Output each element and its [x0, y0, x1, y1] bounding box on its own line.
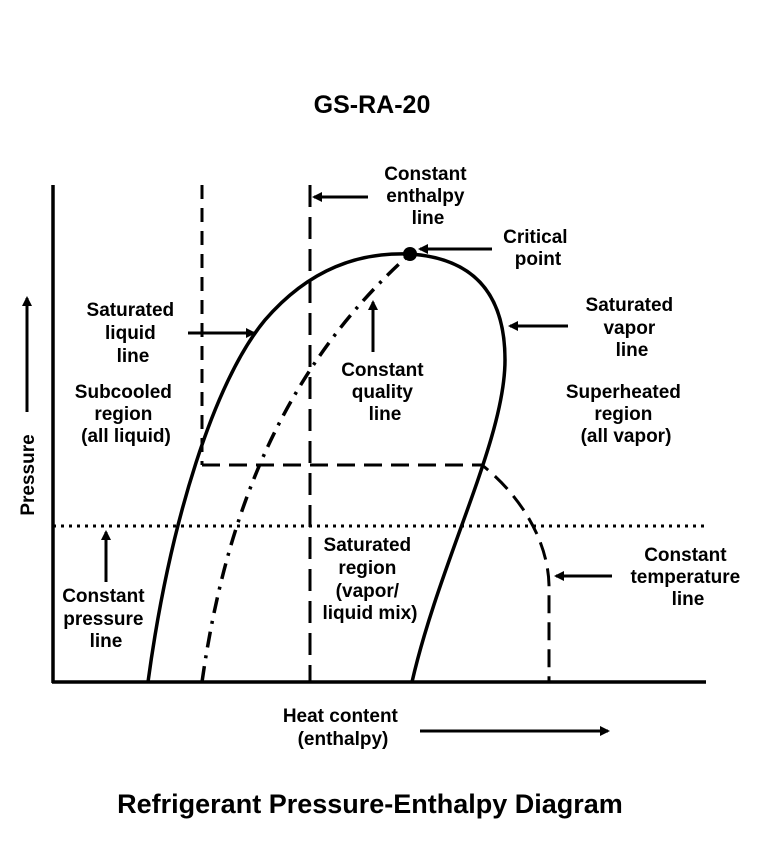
label-line: Constant: [62, 586, 145, 607]
critical-point-marker: [403, 247, 417, 261]
x-axis-label-line: Heat content: [283, 706, 399, 727]
label-constant-enthalpy-line: Constant enthalpy line: [384, 164, 472, 229]
label-line: region: [94, 404, 152, 425]
label-saturated-region: Saturated region (vapor/ liquid mix): [323, 535, 418, 624]
label-line: (all liquid): [81, 426, 171, 447]
label-saturated-vapor-line: Saturated vapor line: [586, 295, 679, 361]
label-line: (vapor/: [336, 581, 400, 602]
label-line: Constant: [384, 164, 467, 185]
label-line: line: [369, 404, 402, 425]
label-line: region: [338, 558, 396, 579]
label-line: liquid mix): [323, 603, 418, 624]
label-superheated-region: Superheated region (all vapor): [566, 382, 686, 447]
diagram-caption: Refrigerant Pressure-Enthalpy Diagram: [117, 789, 623, 819]
label-line: Constant: [341, 360, 424, 381]
label-saturated-liquid-line: Saturated liquid line: [87, 300, 180, 367]
label-line: region: [594, 404, 652, 425]
saturated-vapor-curve: [409, 252, 507, 683]
constant-temperature-line: [202, 463, 551, 682]
label-line: line: [672, 589, 705, 610]
x-axis-label-line: (enthalpy): [298, 729, 389, 750]
label-line: pressure: [63, 609, 143, 630]
saturated-liquid-curve: [146, 252, 411, 683]
label-line: Saturated: [324, 535, 412, 556]
label-line: Saturated: [87, 300, 175, 321]
label-line: liquid: [105, 323, 156, 344]
label-line: point: [515, 249, 562, 270]
y-axis-label: Pressure: [18, 434, 39, 515]
label-line: line: [412, 208, 445, 229]
label-line: Critical: [503, 227, 567, 248]
figure-id: GS-RA-20: [314, 91, 431, 119]
label-line: Constant: [644, 545, 727, 566]
x-axis-label: Heat content (enthalpy): [283, 706, 403, 750]
label-constant-pressure-line: Constant pressure line: [62, 586, 150, 652]
label-critical-point: Critical point: [503, 227, 573, 270]
label-line: line: [616, 340, 649, 361]
label-constant-quality-line: Constant quality line: [341, 360, 429, 425]
label-line: enthalpy: [386, 186, 465, 207]
label-subcooled-region: Subcooled region (all liquid): [75, 382, 177, 447]
label-line: line: [117, 346, 150, 367]
label-constant-temperature-line: Constant temperature line: [630, 545, 745, 610]
label-line: line: [90, 631, 123, 652]
label-line: Subcooled: [75, 382, 172, 403]
label-line: temperature: [630, 567, 740, 588]
label-line: Saturated: [586, 295, 674, 316]
label-line: Superheated: [566, 382, 681, 403]
label-line: vapor: [603, 318, 655, 339]
label-line: quality: [352, 382, 414, 403]
label-line: (all vapor): [581, 426, 672, 447]
